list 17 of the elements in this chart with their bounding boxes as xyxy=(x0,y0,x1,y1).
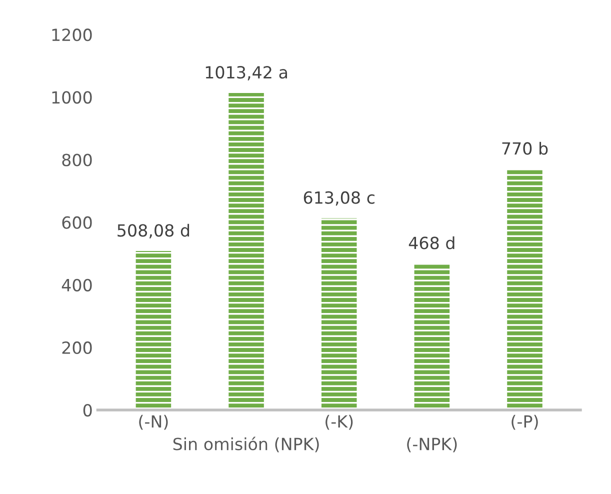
data-label: 1013,42 a xyxy=(206,66,287,80)
y-tick-label: 1000 xyxy=(52,91,92,104)
y-tick-label: 0 xyxy=(83,404,92,417)
y-tick-label: 800 xyxy=(62,154,92,166)
x-tick-label: (-P) xyxy=(512,414,538,430)
x-tick-label: Sin omisión (NPK) xyxy=(173,436,319,452)
data-label: 468 d xyxy=(408,236,454,250)
y-tick-label: 1200 xyxy=(52,28,92,42)
x-tick-label: (-NPK) xyxy=(407,437,457,452)
data-label: 613,08 c xyxy=(304,191,374,206)
x-tick-label: (-N) xyxy=(139,414,168,430)
x-tick-label: (-K) xyxy=(326,414,353,430)
y-tick-label: 400 xyxy=(62,278,92,292)
data-label: 770 b xyxy=(502,142,548,155)
data-label: 508,08 d xyxy=(118,224,190,238)
y-tick-label: 200 xyxy=(62,341,92,354)
y-tick-label: 600 xyxy=(62,216,92,229)
